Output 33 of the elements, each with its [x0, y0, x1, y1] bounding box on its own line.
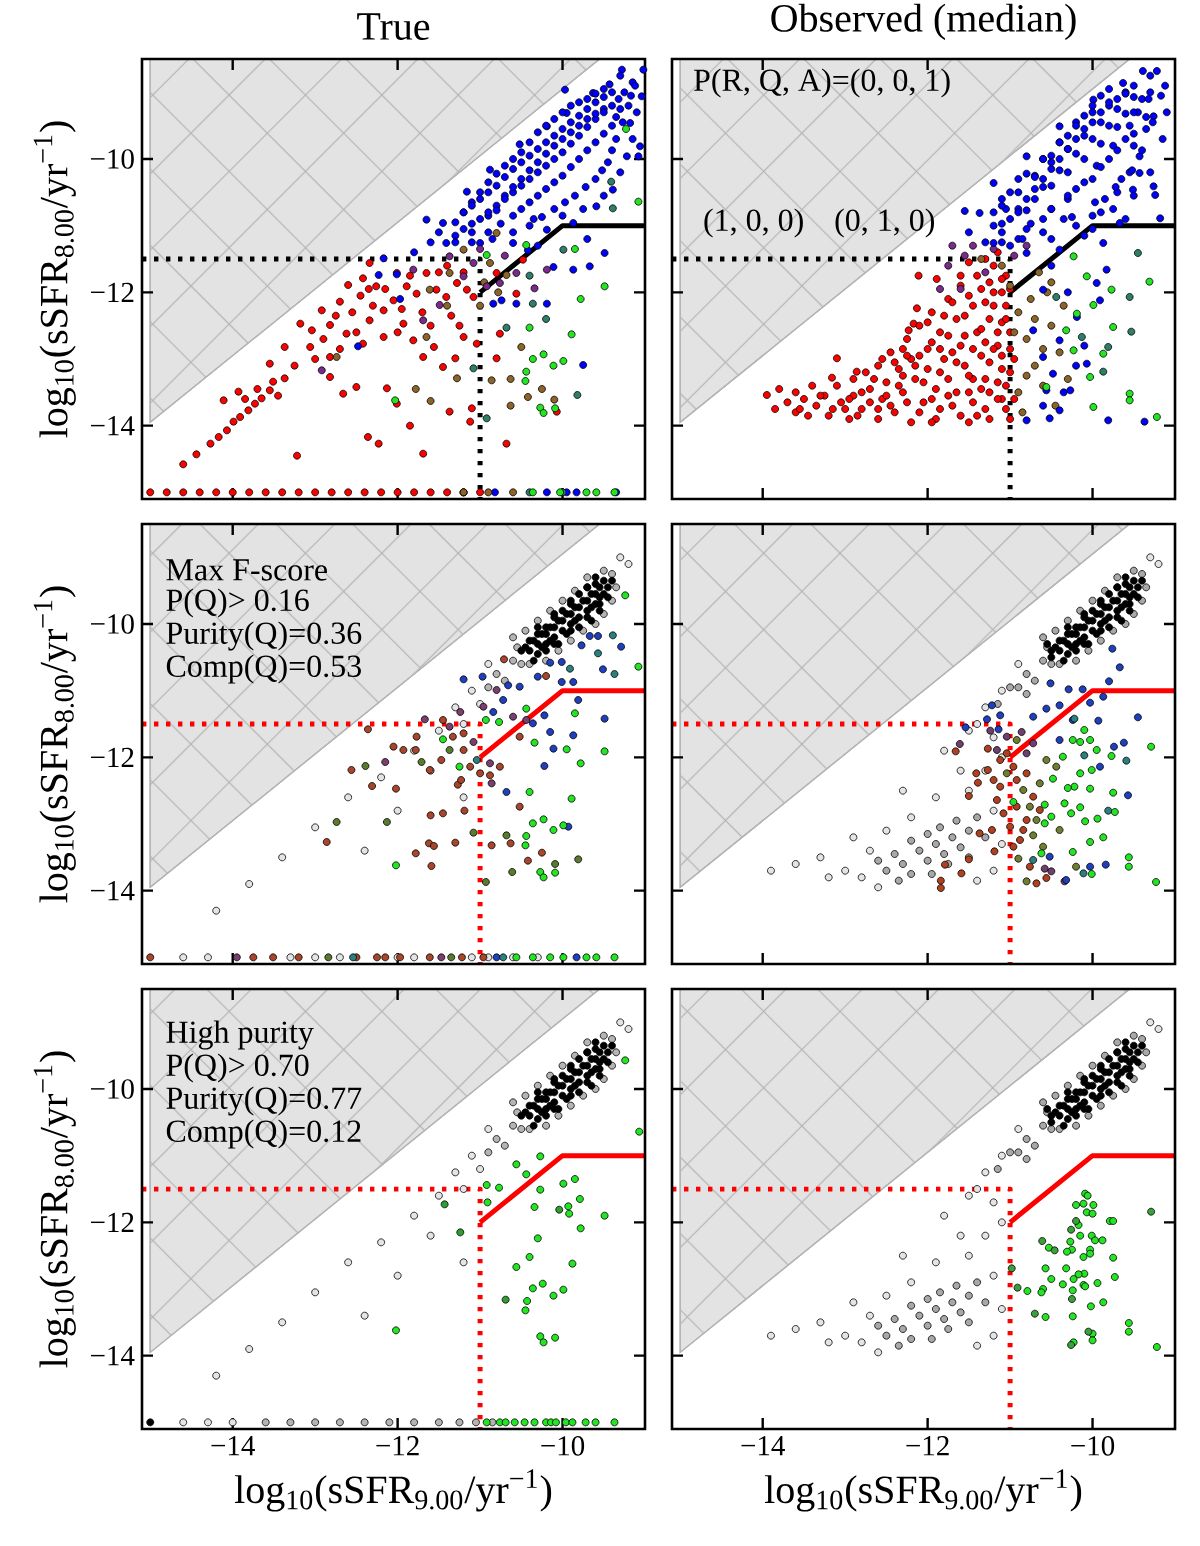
- annotation: P(Q)> 0.70: [166, 1053, 309, 1083]
- y-tick-label: −12: [91, 1212, 134, 1232]
- y-axis-title: log$_{10}$(sSFR$_{8.00}$/yr$^{−1}$): [33, 121, 76, 438]
- annotation: P(R, Q, A)=(0, 0, 1): [693, 68, 950, 98]
- annotation: Purity(Q)=0.77: [166, 1086, 362, 1116]
- x-tick-label: −10: [541, 1436, 585, 1456]
- annotation: P(Q)> 0.16: [166, 588, 309, 618]
- x-tick-label: −14: [741, 1436, 785, 1456]
- annotation: (0, 1, 0): [835, 208, 934, 238]
- x-axis-title: log$_{10}$(sSFR$_{9.00}$/yr$^{−1}$): [764, 1469, 1082, 1512]
- y-tick-label: −12: [91, 282, 134, 302]
- annotation: (1, 0, 0): [704, 208, 803, 238]
- annotation: Comp(Q)=0.12: [166, 1119, 361, 1149]
- annotation: Comp(Q)=0.53: [166, 654, 361, 684]
- y-tick-label: −12: [91, 747, 134, 767]
- y-tick-label: −10: [91, 614, 134, 634]
- x-tick-label: −10: [1071, 1436, 1115, 1456]
- x-tick-label: −12: [906, 1436, 949, 1456]
- x-tick-label: −14: [211, 1436, 255, 1456]
- y-tick-label: −14: [91, 416, 135, 436]
- annotation: Max F-score: [166, 559, 327, 581]
- y-tick-label: −10: [91, 1079, 134, 1099]
- x-tick-label: −12: [376, 1436, 419, 1456]
- annotation: Purity(Q)=0.36: [166, 621, 362, 651]
- y-tick-label: −14: [91, 1346, 135, 1366]
- y-tick-label: −10: [91, 149, 134, 169]
- y-axis-title: log$_{10}$(sSFR$_{8.00}$/yr$^{−1}$): [33, 586, 76, 903]
- y-axis-title: log$_{10}$(sSFR$_{8.00}$/yr$^{−1}$): [33, 1051, 76, 1368]
- annotation: High purity: [166, 1020, 314, 1050]
- y-tick-label: −14: [91, 881, 135, 901]
- x-axis-title: log$_{10}$(sSFR$_{9.00}$/yr$^{−1}$): [234, 1469, 552, 1512]
- chart-title: True: [357, 13, 430, 40]
- chart-title: Observed (median): [771, 3, 1076, 40]
